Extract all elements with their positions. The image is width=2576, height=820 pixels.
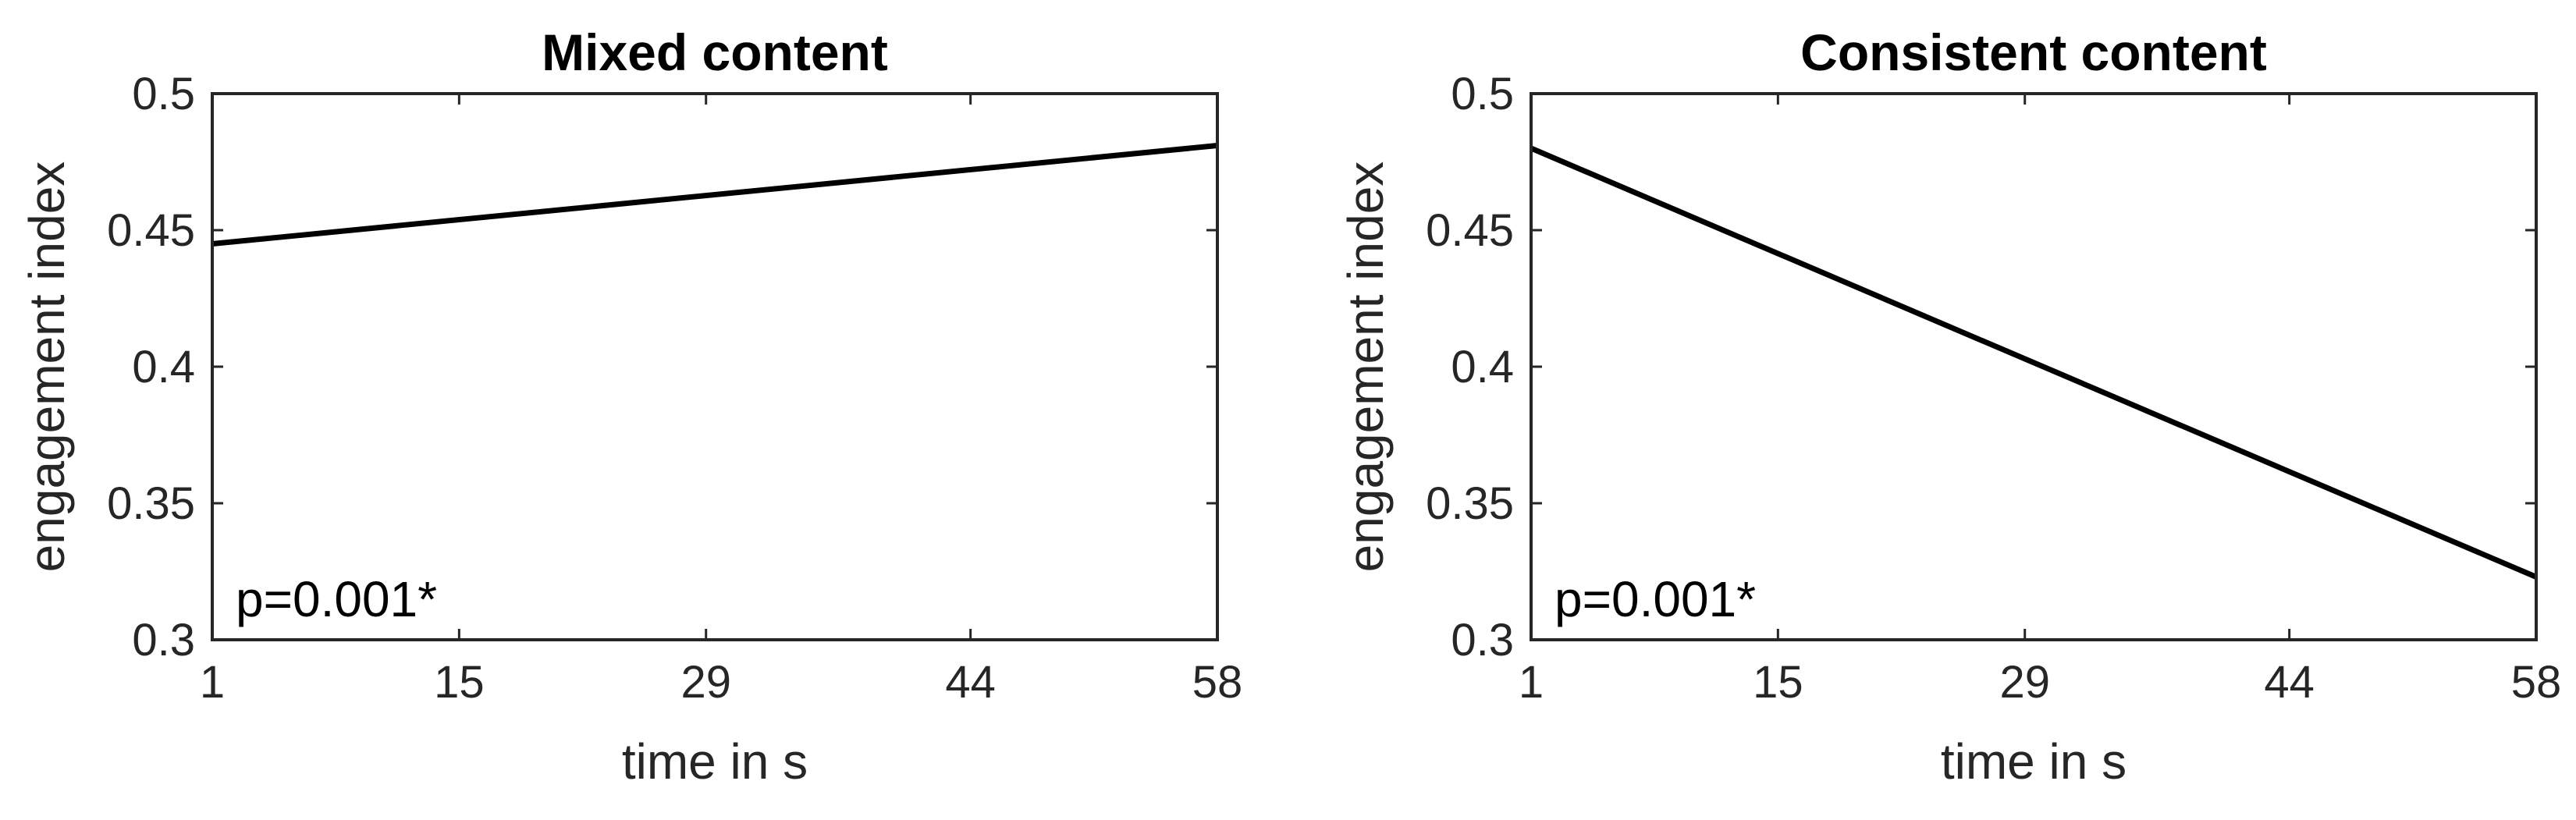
y-axis-label: engagement index: [1338, 162, 1394, 573]
y-tick-label: 0.35: [107, 478, 195, 529]
y-tick-label: 0.5: [132, 69, 195, 119]
x-tick-label: 29: [1999, 657, 2050, 708]
x-axis-label: time in s: [622, 733, 808, 790]
y-tick-label: 0.3: [132, 615, 195, 666]
x-tick-label: 58: [2511, 657, 2562, 708]
x-axis-label: time in s: [1941, 733, 2127, 790]
x-tick-label: 15: [1753, 657, 1803, 708]
y-tick-label: 0.5: [1451, 69, 1514, 119]
p-value-annotation: p=0.001*: [236, 571, 437, 627]
p-value-annotation: p=0.001*: [1554, 571, 1756, 627]
x-tick-label: 29: [680, 657, 731, 708]
series-line-0: [1530, 145, 2538, 580]
y-tick-label: 0.4: [1451, 342, 1514, 392]
axes-frame: [1530, 92, 2538, 641]
chart-consistent-content: 1 15 29 44 58 0.3 0.35 0.4 0.45 0.5 Consistent con…: [1338, 23, 2561, 790]
series-line-0: [211, 143, 1218, 247]
x-tick-label: 58: [1192, 657, 1243, 708]
axes-frame: [211, 92, 1219, 641]
x-tick-label: 15: [434, 657, 485, 708]
chart-title: Consistent content: [1800, 23, 2267, 81]
y-tick-label: 0.35: [1426, 478, 1514, 529]
y-tick-label: 0.3: [1451, 615, 1514, 666]
x-tick-label: 1: [200, 657, 225, 708]
x-tick-label: 1: [1519, 657, 1544, 708]
y-tick-label: 0.45: [107, 205, 195, 256]
y-tick-label: 0.45: [1426, 205, 1514, 256]
chart-title: Mixed content: [542, 23, 888, 81]
y-tick-label: 0.4: [132, 342, 195, 392]
y-axis-label: engagement index: [19, 162, 75, 573]
chart-mixed-content: 1 15 29 44 58 0.3 0.35 0.4 0.45 0.5 Mixed content t…: [19, 23, 1242, 790]
x-tick-label: 44: [945, 657, 996, 708]
x-tick-label: 44: [2264, 657, 2315, 708]
